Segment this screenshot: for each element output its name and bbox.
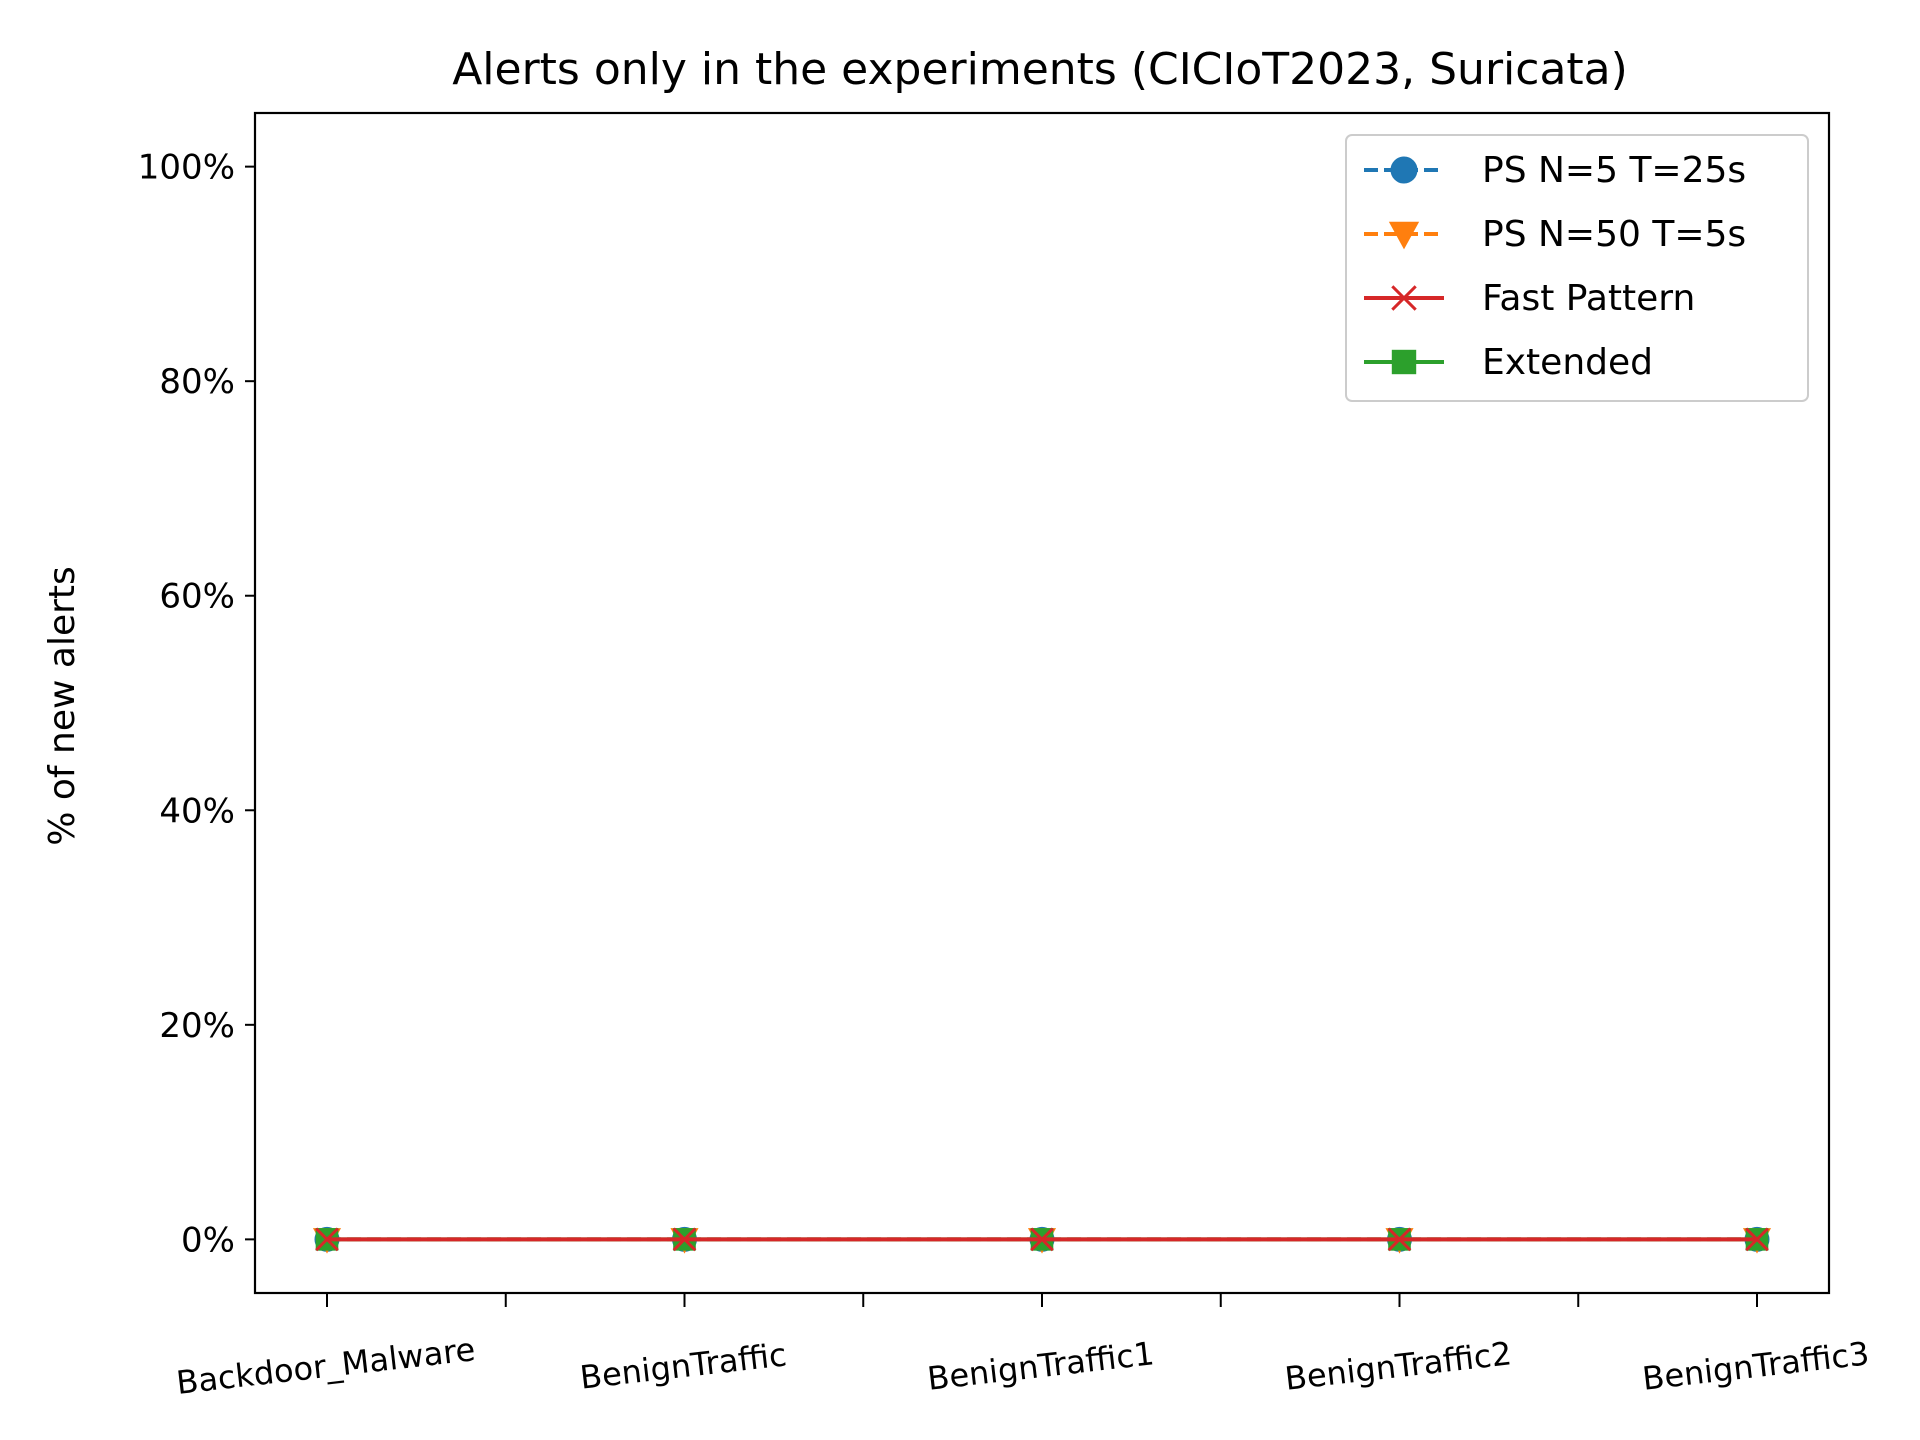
data-point-marker (1391, 349, 1417, 375)
legend-label: PS N=50 T=5s (1482, 214, 1746, 255)
data-point-marker-stroke (1030, 1227, 1054, 1252)
data-point-marker (1391, 285, 1417, 311)
y-tick-label: 0% (181, 1220, 235, 1260)
plot-area (312, 1226, 1772, 1254)
x-tick-label: BenignTraffic (578, 1335, 789, 1396)
legend-label: Extended (1482, 342, 1653, 383)
y-tick-label: 100% (138, 148, 235, 188)
legend-entry: PS N=5 T=25s (1364, 150, 1746, 191)
legend-label: PS N=5 T=25s (1482, 150, 1746, 191)
data-point-marker-stroke (315, 1227, 339, 1252)
legend-entry: Extended (1364, 342, 1653, 383)
legend-entry: PS N=50 T=5s (1364, 214, 1746, 255)
x-tick-label: Backdoor_Malware (174, 1330, 477, 1402)
y-axis: 0% 20% 40% 60% 80% 100% (138, 148, 255, 1260)
data-point-marker (1030, 1227, 1054, 1252)
x-tick-label: BenignTraffic3 (1640, 1334, 1871, 1398)
legend-label: Fast Pattern (1482, 278, 1695, 319)
series-fast-pattern (315, 1227, 1769, 1252)
legend-box (1345, 134, 1809, 402)
x-tick-label: BenignTraffic2 (1283, 1334, 1514, 1398)
data-point-marker (1388, 221, 1420, 250)
data-point-marker (672, 1227, 697, 1252)
y-tick-label: 20% (159, 1006, 235, 1046)
y-tick-label: 80% (159, 362, 235, 402)
x-axis: Backdoor_Malware BenignTraffic BenignTraff… (174, 1293, 1871, 1402)
y-tick-label: 40% (159, 791, 235, 831)
y-axis-label: % of new alerts (42, 566, 83, 846)
chart-title: Alerts only in the experiments (CICIoT20… (452, 44, 1628, 95)
data-point-marker (1745, 1227, 1769, 1252)
data-point-marker-stroke (1745, 1227, 1769, 1252)
legend-entry: Fast Pattern (1364, 278, 1695, 319)
x-tick-label: BenignTraffic1 (925, 1334, 1156, 1398)
data-point-marker-stroke (1391, 285, 1417, 311)
data-point-marker (1390, 156, 1418, 184)
legend: PS N=5 T=25s PS N=50 T=5s Fast Pattern Exte… (1345, 134, 1809, 402)
data-point-marker (1387, 1227, 1412, 1252)
data-point-marker-stroke (1387, 1227, 1412, 1252)
y-tick-label: 60% (159, 577, 235, 617)
data-point-marker (315, 1227, 339, 1252)
data-point-marker-stroke (672, 1227, 697, 1252)
